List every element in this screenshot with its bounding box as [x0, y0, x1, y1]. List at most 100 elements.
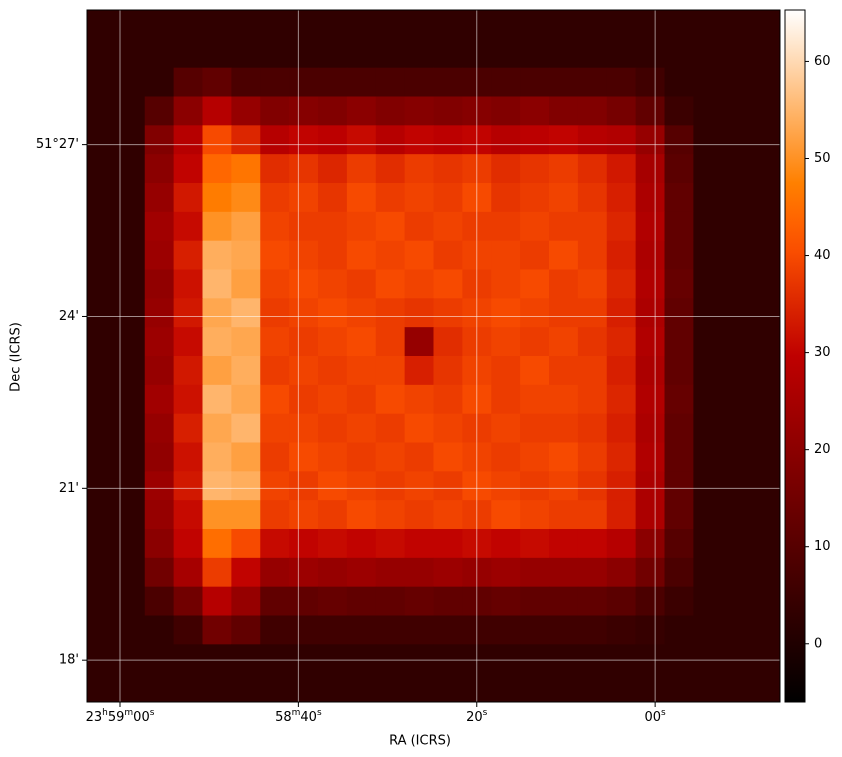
pixel — [87, 327, 117, 357]
pixel — [491, 240, 521, 270]
pixel — [404, 211, 434, 242]
pixel — [260, 10, 290, 40]
pixel — [693, 615, 723, 645]
pixel — [404, 154, 434, 184]
pixel — [722, 125, 752, 155]
x-tick-label: 23h59m00s — [86, 708, 155, 725]
pixel — [664, 96, 694, 126]
pixel — [289, 67, 319, 97]
pixel — [491, 125, 521, 155]
pixel — [491, 327, 521, 357]
pixel — [722, 615, 752, 645]
pixel — [289, 38, 319, 69]
pixel — [751, 38, 781, 69]
pixel — [202, 586, 232, 616]
pixel — [577, 327, 608, 357]
pixel — [722, 269, 752, 299]
pixel — [346, 211, 377, 242]
pixel — [664, 38, 694, 69]
pixel — [693, 644, 723, 674]
pixel — [202, 327, 232, 357]
pixel — [693, 211, 723, 242]
pixel — [115, 269, 146, 299]
pixel — [115, 38, 146, 69]
pixel — [491, 529, 521, 559]
pixel — [664, 500, 694, 530]
pixel — [635, 96, 665, 126]
pixel — [433, 615, 463, 645]
pixel — [375, 327, 406, 357]
pixel — [664, 529, 694, 559]
pixel — [751, 211, 781, 242]
pixel — [260, 154, 290, 184]
pixel — [404, 413, 434, 443]
pixel — [577, 615, 608, 645]
pixel — [664, 211, 694, 242]
pixel — [606, 211, 637, 242]
pixel — [577, 673, 608, 703]
pixel — [433, 96, 463, 126]
pixel — [549, 67, 579, 97]
pixel — [606, 500, 637, 530]
pixel — [202, 644, 232, 674]
pixel — [404, 298, 434, 328]
pixel — [202, 96, 232, 126]
pixel — [751, 298, 781, 328]
y-axis-label: Dec (ICRS) — [9, 322, 24, 392]
pixel — [693, 10, 723, 40]
pixel — [231, 240, 261, 270]
pixel — [693, 298, 723, 328]
pixel — [433, 38, 463, 69]
pixel — [144, 384, 175, 415]
pixel — [144, 471, 175, 501]
pixel — [751, 586, 781, 616]
pixel — [491, 211, 521, 242]
pixel — [346, 586, 377, 616]
colorbar-tick-label: 50 — [814, 151, 831, 166]
pixel — [635, 615, 665, 645]
pixel — [491, 269, 521, 299]
pixel — [693, 384, 723, 415]
pixel — [577, 10, 608, 40]
pixel — [433, 269, 463, 299]
pixel — [577, 211, 608, 242]
pixel — [375, 586, 406, 616]
pixel — [144, 240, 175, 270]
pixel — [577, 183, 608, 213]
pixel — [606, 125, 637, 155]
pixel — [577, 557, 608, 588]
pixel — [635, 38, 665, 69]
pixel — [577, 67, 608, 97]
pixel — [144, 67, 175, 97]
pixel — [346, 673, 377, 703]
pixel — [231, 356, 261, 386]
y-tick-label: 21' — [59, 481, 79, 496]
pixel — [289, 10, 319, 40]
pixel — [375, 644, 406, 674]
pixel — [87, 211, 117, 242]
pixel — [491, 96, 521, 126]
pixel — [722, 471, 752, 501]
pixel — [375, 67, 406, 97]
pixel — [433, 327, 463, 357]
pixel — [87, 10, 117, 40]
pixel — [722, 442, 752, 472]
pixel — [173, 327, 203, 357]
pixel — [722, 154, 752, 184]
pixel — [577, 38, 608, 69]
pixel — [491, 471, 521, 501]
pixel — [491, 586, 521, 616]
pixel — [664, 298, 694, 328]
pixel — [144, 211, 175, 242]
pixel — [664, 615, 694, 645]
pixel — [115, 615, 146, 645]
image — [87, 10, 781, 703]
pixel — [664, 154, 694, 184]
pixel — [404, 38, 434, 69]
pixel — [115, 557, 146, 588]
pixel — [173, 10, 203, 40]
pixel — [260, 298, 290, 328]
pixel — [173, 240, 203, 270]
pixel — [346, 356, 377, 386]
